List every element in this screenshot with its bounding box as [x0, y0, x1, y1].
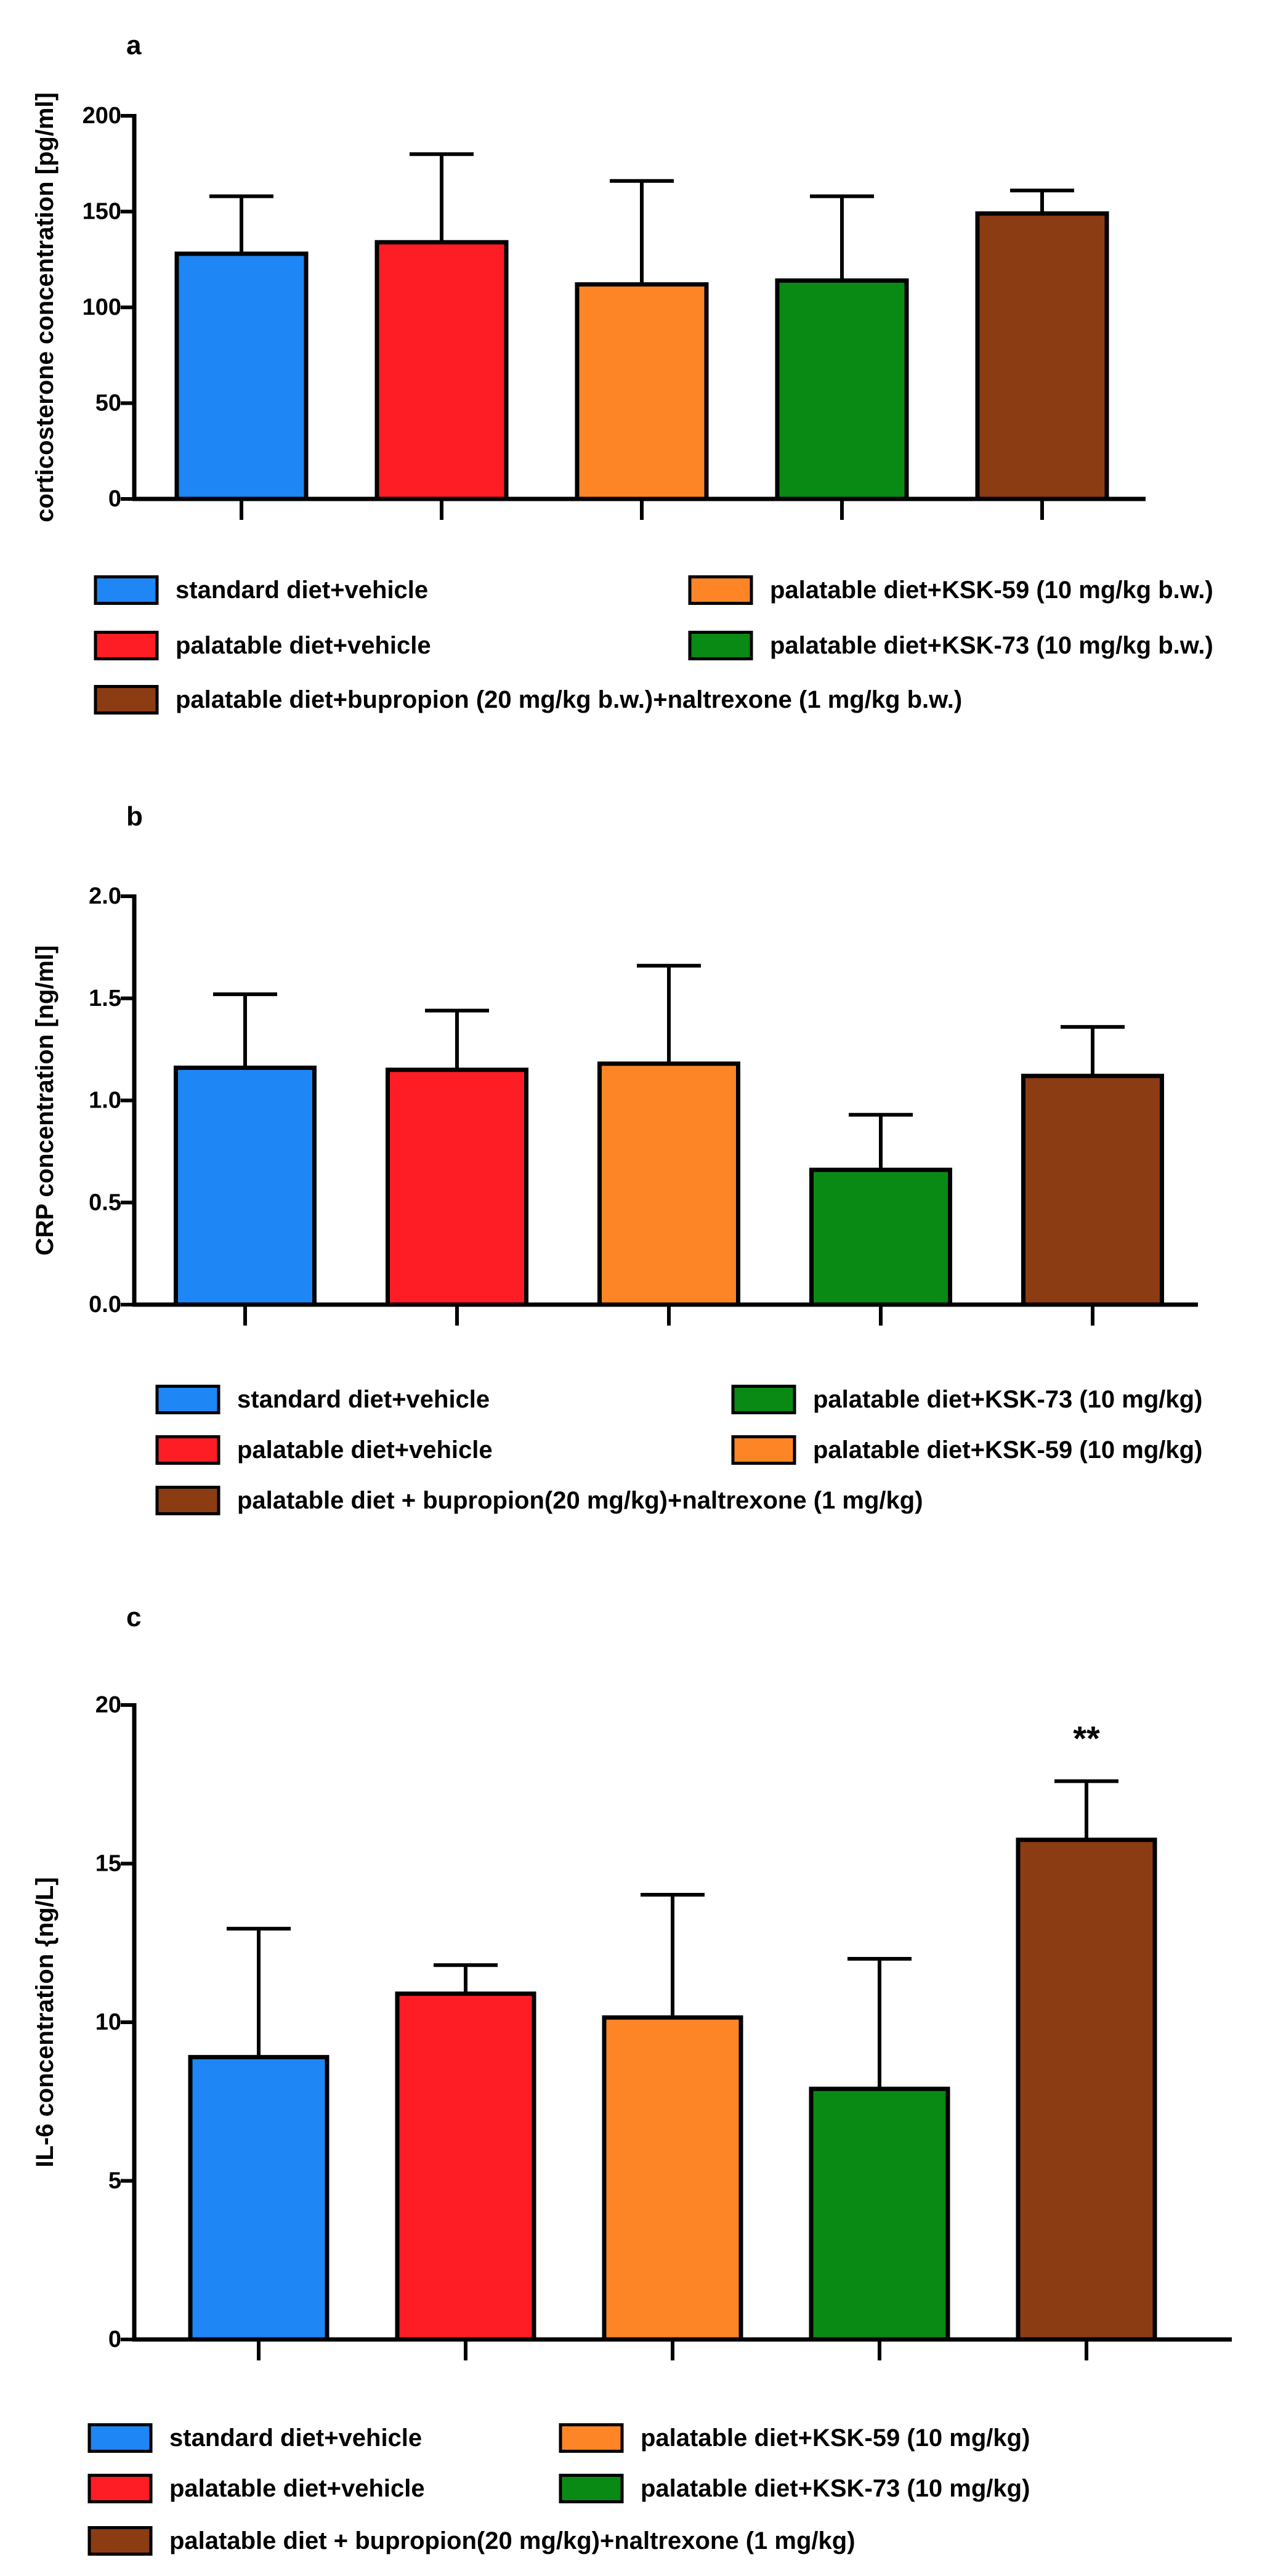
y-tick-label: 1.0	[89, 1088, 121, 1114]
legend-label: palatable diet+vehicle	[237, 1436, 493, 1464]
legend-label: palatable diet+KSK-59 (10 mg/kg b.w.)	[770, 577, 1213, 604]
legend-label: palatable diet+KSK-73 (10 mg/kg b.w.)	[770, 632, 1213, 659]
bar	[602, 2015, 743, 2342]
y-tick-label: 0	[108, 486, 121, 512]
panel-label: c	[126, 1602, 141, 1632]
y-tick-label: 100	[83, 294, 121, 320]
y-tick-label: 5	[108, 2168, 121, 2194]
legend-label: palatable diet+vehicle	[176, 632, 431, 659]
legend-label: standard diet+vehicle	[169, 2424, 422, 2452]
legend-label: palatable diet+vehicle	[169, 2475, 425, 2502]
legend-label: standard diet+vehicle	[176, 577, 428, 604]
y-tick-label: 150	[83, 199, 121, 225]
y-tick-label: 15	[95, 1851, 121, 1877]
legend-swatch	[94, 631, 159, 660]
panel-label: a	[126, 30, 142, 60]
legend-label: palatable diet+KSK-73 (10 mg/kg)	[813, 1386, 1202, 1413]
y-tick-label: 200	[83, 103, 121, 129]
bar	[809, 1167, 952, 1307]
legend-label: palatable diet + bupropion(20 mg/kg)+nal…	[169, 2527, 855, 2554]
y-tick-label: 10	[95, 2009, 121, 2035]
bar	[597, 1061, 740, 1307]
legend-label: palatable diet + bupropion(20 mg/kg)+nal…	[237, 1487, 923, 1514]
legend-swatch	[155, 1385, 220, 1414]
legend-swatch	[87, 2474, 153, 2503]
legend-swatch	[559, 2423, 624, 2453]
y-tick-label: 1.5	[89, 986, 121, 1011]
panel-a: a corticosterone concentration [pg/ml] 0 50…	[31, 30, 1213, 715]
bar	[809, 2086, 950, 2342]
legend-label: palatable diet+bupropion (20 mg/kg b.w.)…	[176, 686, 962, 713]
y-axis-label: corticosterone concentration [pg/ml]	[31, 92, 59, 522]
panel-label: b	[126, 801, 143, 832]
legend-swatch	[87, 2423, 153, 2453]
legend-label: palatable diet+KSK-73 (10 mg/kg)	[641, 2475, 1030, 2502]
y-tick-label: 50	[95, 391, 121, 416]
bar	[1021, 1074, 1164, 1307]
legend-swatch	[559, 2474, 624, 2503]
bar	[395, 1991, 536, 2342]
y-tick-label: 20	[95, 1692, 121, 1718]
y-tick-label: 0.0	[89, 1292, 121, 1318]
legend-swatch	[94, 685, 159, 715]
legend-label: standard diet+vehicle	[237, 1386, 490, 1413]
bar	[775, 278, 909, 501]
panel-c: c IL-6 concentration {ng/L] ** 0 5 10 15 20 stan…	[31, 1602, 1232, 2556]
bar	[975, 211, 1109, 501]
legend-swatch	[688, 631, 753, 660]
panel-b: b CRP concentration [ng/ml] 0.0 0.5 1.0 1.5 2.…	[31, 801, 1202, 1515]
legend-swatch	[155, 1486, 220, 1515]
y-tick-label: 0.5	[89, 1189, 121, 1215]
legend-swatch	[94, 575, 159, 605]
y-tick-label: 2.0	[89, 883, 121, 909]
bar	[575, 282, 709, 501]
legend-swatch	[155, 1435, 220, 1465]
legend-label: palatable diet+KSK-59 (10 mg/kg)	[641, 2424, 1030, 2452]
significance-label: **	[1073, 1719, 1100, 1758]
legend-swatch	[731, 1385, 796, 1414]
bar	[386, 1067, 528, 1307]
y-tick-label: 0	[108, 2327, 121, 2352]
bar	[374, 240, 509, 501]
legend-swatch	[87, 2526, 153, 2556]
bar	[188, 2055, 330, 2342]
legend-swatch	[731, 1435, 796, 1465]
bar	[1016, 1837, 1157, 2342]
legend-swatch	[688, 575, 753, 605]
y-axis-label: IL-6 concentration {ng/L]	[31, 1877, 59, 2167]
bar	[174, 251, 309, 501]
bar	[174, 1065, 317, 1307]
legend-label: palatable diet+KSK-59 (10 mg/kg)	[813, 1436, 1202, 1464]
y-axis-label: CRP concentration [ng/ml]	[31, 946, 59, 1256]
